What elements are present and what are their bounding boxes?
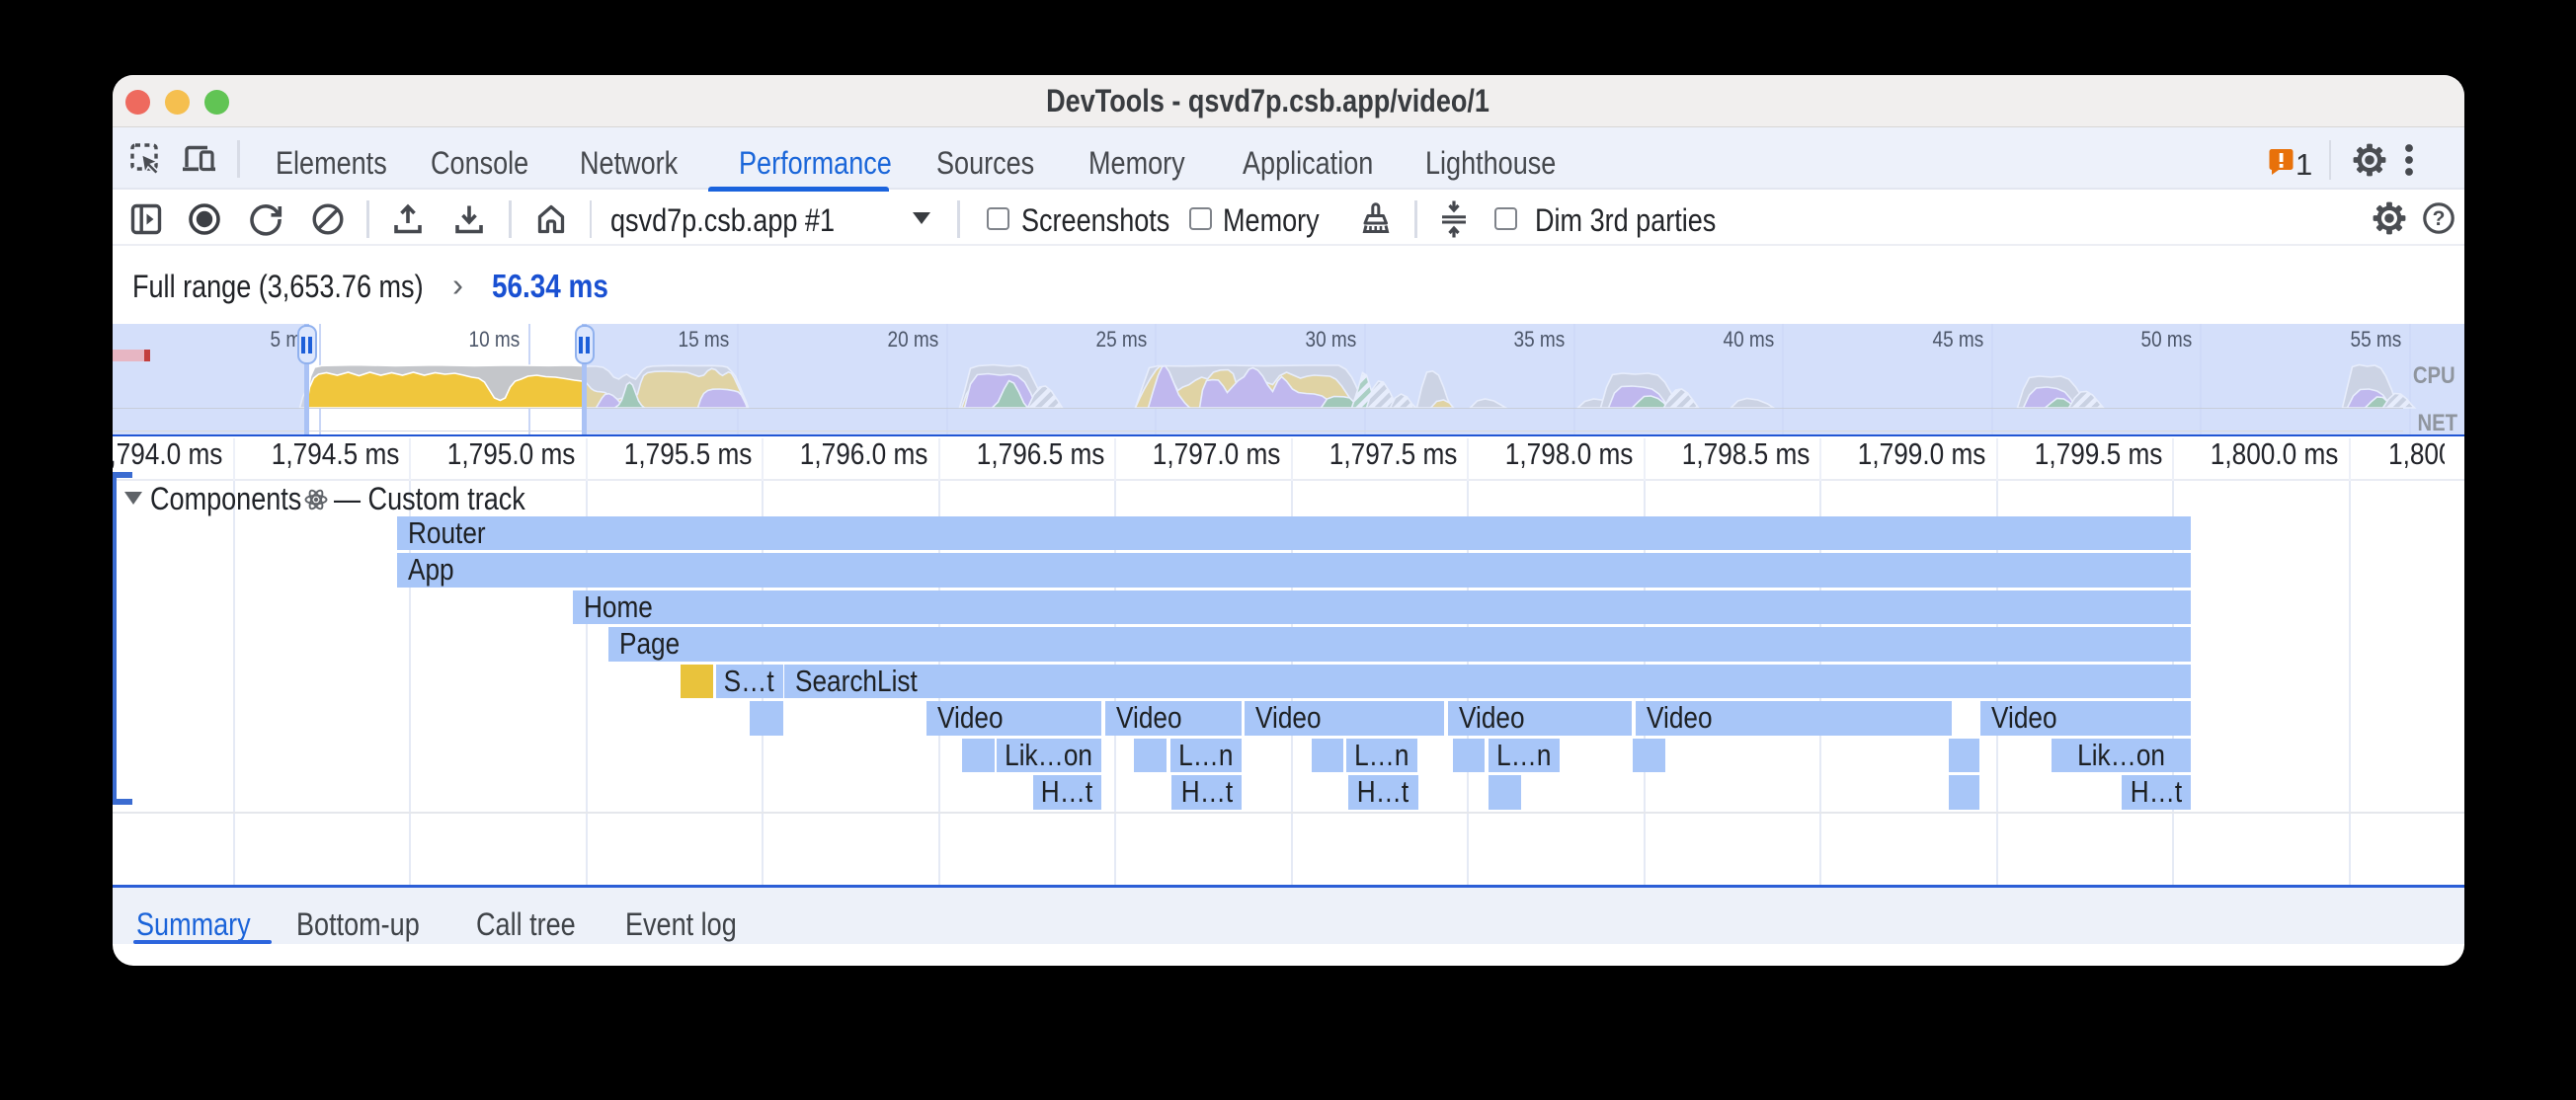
- svg-text:?: ?: [2433, 207, 2446, 230]
